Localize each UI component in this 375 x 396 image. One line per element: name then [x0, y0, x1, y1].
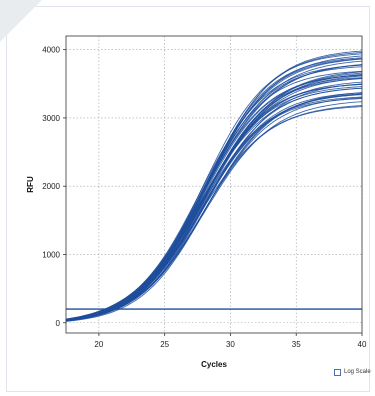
- axis-ticks: 20 25 30 35 40 0 1000 2000 3000 4000: [42, 46, 367, 349]
- plot-area: [65, 35, 363, 334]
- amplification-curve: [65, 83, 363, 322]
- y-tick-label: 0: [56, 319, 61, 328]
- amplification-curve: [65, 92, 363, 322]
- amplification-curve: [65, 83, 363, 322]
- corner-decoration: [0, 0, 42, 42]
- amplification-curve: [65, 101, 363, 321]
- amplification-curve: [65, 105, 363, 321]
- amplification-curves: [65, 50, 363, 322]
- amplification-curve: [65, 70, 363, 321]
- amplification-curve: [65, 92, 363, 322]
- amplification-curve: [65, 74, 363, 321]
- amplification-curve: [65, 77, 363, 321]
- x-axis-title: Cycles: [201, 360, 227, 369]
- y-axis-title: RFU: [26, 176, 35, 193]
- amplification-curve: [65, 74, 363, 321]
- amplification-curve: [65, 98, 363, 322]
- x-tick-label: 25: [160, 340, 169, 349]
- amplification-curve: [65, 77, 363, 322]
- amplification-curve: [65, 94, 363, 322]
- amplification-curve: [65, 71, 363, 320]
- amplification-curve: [65, 78, 363, 322]
- y-tick-label: 1000: [42, 250, 60, 259]
- amplification-curve: [65, 87, 363, 320]
- amplification-curve: [65, 87, 363, 322]
- amplification-curve: [65, 106, 363, 322]
- log-scale-toggle[interactable]: Log Scale: [334, 366, 371, 378]
- amplification-curve: [65, 83, 363, 322]
- log-scale-checkbox[interactable]: [334, 368, 341, 376]
- amplification-curve: [65, 93, 363, 321]
- y-tick-label: 3000: [42, 114, 60, 123]
- amplification-curve: [65, 75, 363, 321]
- amplification-curve: [65, 93, 363, 321]
- amplification-curve: [65, 55, 363, 320]
- amplification-curve: [65, 96, 363, 321]
- log-scale-label: Log Scale: [344, 369, 371, 375]
- x-tick-label: 40: [358, 340, 367, 349]
- amplification-curve: [65, 86, 363, 321]
- y-tick-label: 2000: [42, 182, 60, 191]
- x-tick-label: 30: [226, 340, 235, 349]
- x-tick-label: 20: [94, 340, 103, 349]
- x-tick-label: 35: [292, 340, 301, 349]
- amplification-curve: [65, 97, 363, 322]
- y-tick-label: 4000: [42, 46, 60, 55]
